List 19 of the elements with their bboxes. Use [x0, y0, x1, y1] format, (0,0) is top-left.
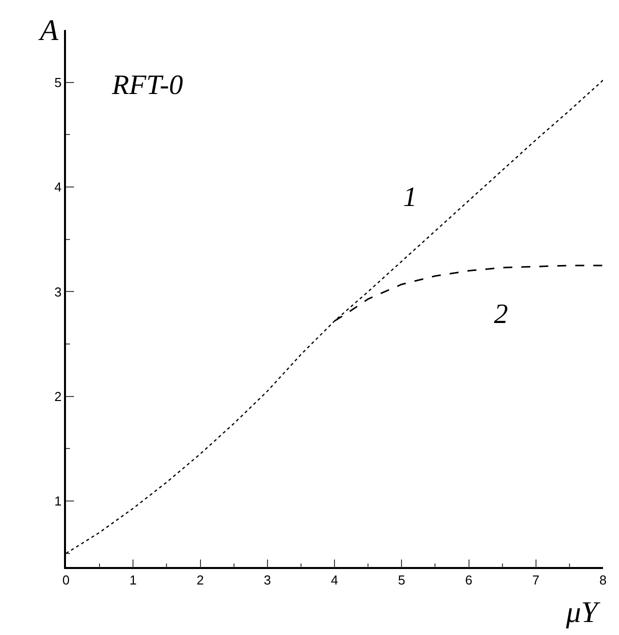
x-tick-label: 3: [264, 572, 271, 588]
annotation: RFT-0: [111, 70, 184, 101]
annotation: 2: [494, 299, 508, 330]
y-tick-label: 3: [54, 284, 62, 300]
x-axis-title: μY: [565, 596, 602, 629]
y-tick-label: 1: [54, 494, 62, 509]
x-tick-label: 6: [465, 572, 472, 588]
y-axis-title: A: [38, 14, 59, 47]
x-tick-label: 1: [130, 572, 137, 588]
annotation: 1: [403, 182, 417, 213]
x-tick-label: 4: [330, 572, 338, 588]
x-tick-label: 7: [532, 572, 540, 588]
x-tick-label: 8: [599, 572, 607, 588]
x-tick-label: 2: [196, 572, 204, 588]
y-tick-label: 4: [54, 180, 62, 195]
x-tick-label: 5: [398, 572, 406, 588]
y-tick-label: 2: [54, 388, 62, 404]
x-tick-label: 0: [62, 572, 70, 588]
y-tick-label: 5: [54, 74, 62, 90]
